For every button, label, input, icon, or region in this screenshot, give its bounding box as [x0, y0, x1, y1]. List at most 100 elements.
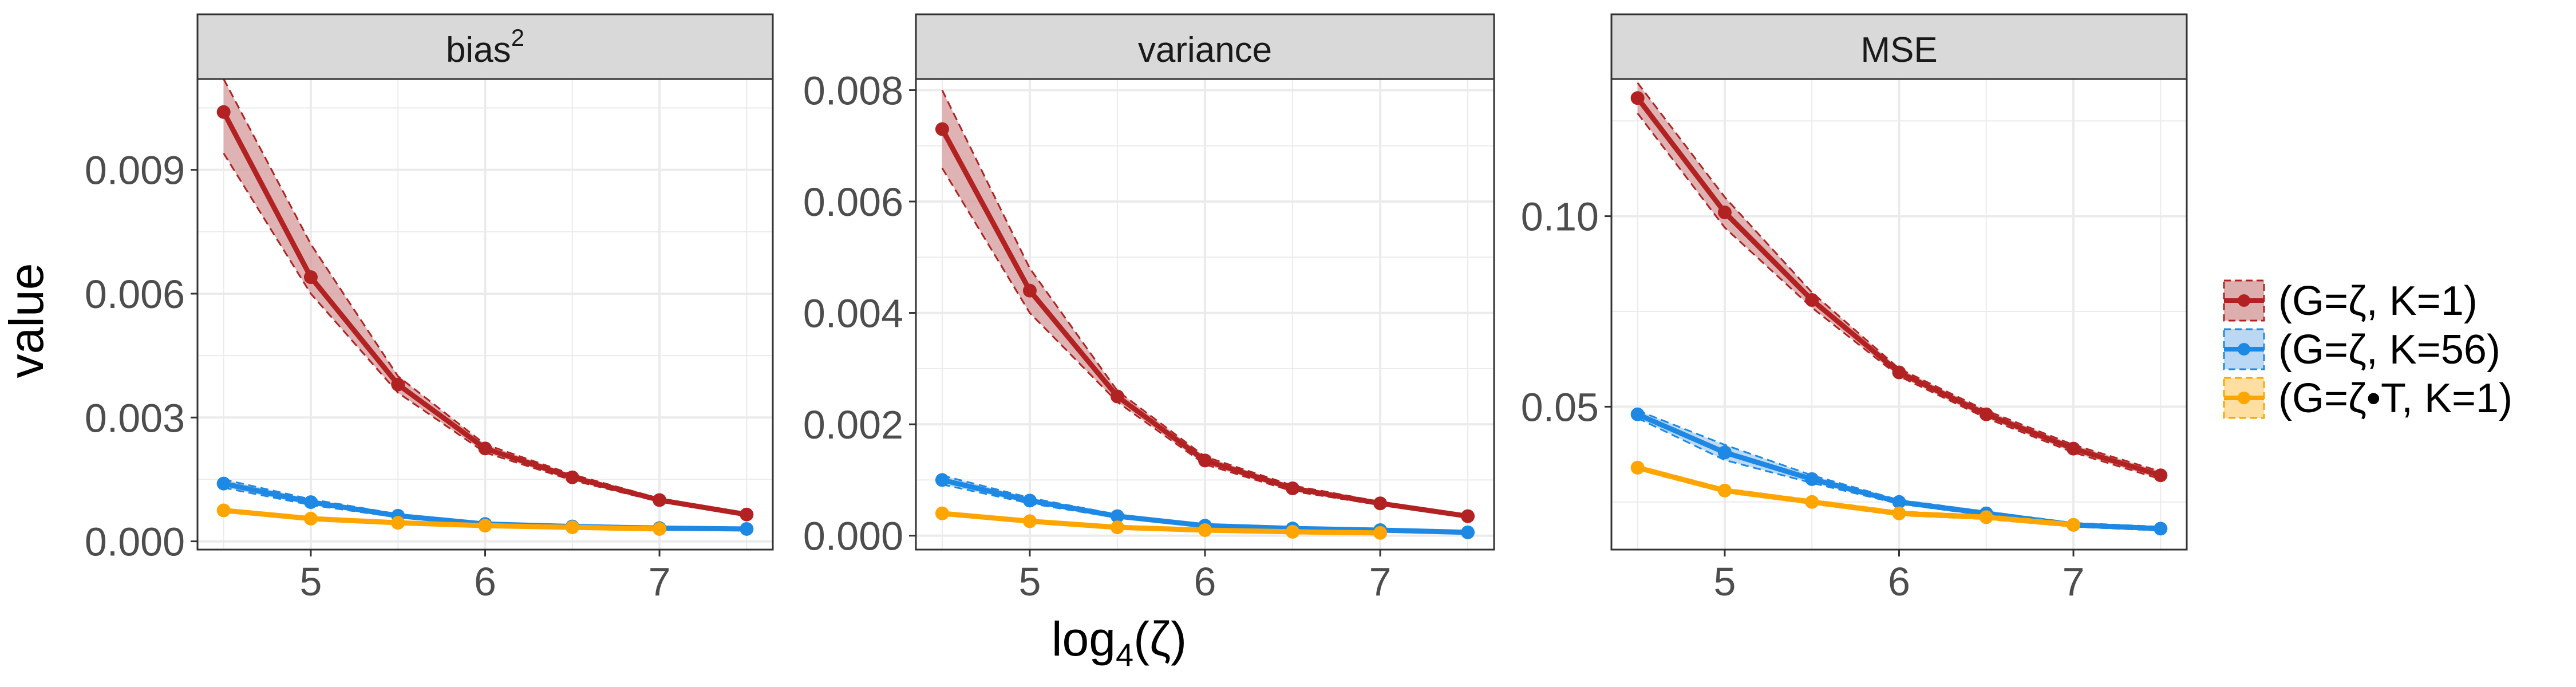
y-tick-label: 0.003 [85, 396, 185, 440]
series--g-k-1- [935, 89, 1475, 523]
series-line [1637, 465, 2074, 528]
data-point [478, 441, 492, 456]
data-point [216, 105, 231, 119]
ribbon-upper-edge [1637, 409, 2161, 528]
legend: (G=ζ, K=1)(G=ζ, K=56)(G=ζ•T, K=1) [2223, 278, 2512, 421]
data-point [1717, 445, 1732, 460]
y-tick-label: 0.004 [803, 291, 903, 336]
data-point [1110, 509, 1124, 523]
data-point [1892, 495, 1906, 509]
facet-title-mse: MSE [1860, 30, 1937, 70]
data-point [216, 476, 231, 491]
x-tick-label: 6 [1888, 559, 1910, 604]
series--g-t-k-1- [1630, 460, 2081, 532]
x-tick-label: 6 [474, 559, 496, 604]
x-tick-label: 7 [2063, 559, 2085, 604]
x-axis-label: log4(ζ) [1052, 612, 1187, 673]
facet-title-text: bias [446, 30, 511, 70]
y-tick-label: 0.000 [85, 520, 185, 564]
legend-label: (G=ζ, K=56) [2278, 327, 2500, 373]
facet-strip-bias [196, 13, 774, 80]
data-point [1717, 483, 1732, 498]
data-point [740, 522, 754, 536]
y-tick-label: 0.008 [803, 68, 903, 113]
data-point [2154, 522, 2168, 536]
series--g-k-1- [1630, 82, 2168, 483]
data-point [1979, 407, 1993, 421]
facet-strip-mse [1610, 13, 2188, 80]
data-point [391, 377, 405, 392]
panel-variance: variance 0.000 0.002 0.004 0.006 0.008 5 6 7 [803, 13, 1495, 604]
data-point [1110, 520, 1124, 535]
data-point [2067, 441, 2081, 456]
x-axis-label-subscript: 4 [1116, 637, 1133, 673]
ribbon-upper-edge [1637, 82, 2161, 472]
data-point [1286, 524, 1300, 539]
data-point [1805, 472, 1819, 486]
y-tick-label: 0.009 [85, 148, 185, 193]
facet-title-superscript: 2 [511, 24, 524, 51]
legend-label: (G=ζ•T, K=1) [2278, 376, 2512, 421]
data-point [565, 520, 579, 535]
x-axis-label-argument: (ζ) [1133, 612, 1187, 666]
data-point [1461, 509, 1475, 523]
data-point [935, 473, 949, 487]
y-tick-label: 0.05 [1521, 385, 1599, 429]
series-line [223, 508, 660, 532]
confidence-ribbon [942, 90, 1468, 518]
data-point [565, 470, 579, 484]
x-tick-label: 7 [1369, 559, 1392, 604]
data-point [1198, 523, 1212, 537]
data-point [303, 511, 318, 526]
x-axis-label-base: log [1052, 612, 1116, 666]
y-tick-label: 0.002 [803, 402, 903, 447]
data-point [1630, 460, 1645, 475]
legend-key-point [2238, 294, 2250, 307]
panel-bias: bias2 0.000 0.003 0.006 0.009 5 6 7 [85, 13, 774, 604]
data-point [935, 506, 949, 520]
y-axis-label: value [0, 263, 53, 378]
series--g-k-1- [216, 78, 754, 522]
facet-title-bias: bias2 [446, 24, 524, 70]
y-tick-label: 0.10 [1521, 195, 1599, 239]
x-tick-label: 5 [299, 559, 322, 604]
facet-title-variance: variance [1138, 30, 1272, 70]
data-point [1110, 389, 1124, 404]
y-tick-label: 0.000 [803, 514, 903, 559]
data-point [740, 507, 754, 522]
x-tick-label: 5 [1713, 559, 1736, 604]
legend-key-point [2238, 392, 2250, 404]
data-point [1630, 91, 1645, 105]
facet-title-text: MSE [1860, 30, 1937, 70]
series--g-t-k-1- [216, 503, 667, 536]
data-point [935, 122, 949, 136]
legend-key-point [2238, 343, 2250, 356]
legend-item: (G=ζ, K=56) [2223, 327, 2500, 373]
data-point [2154, 468, 2168, 483]
legend-item: (G=ζ•T, K=1) [2223, 376, 2512, 421]
major-gridlines-variance [916, 79, 1494, 550]
data-point [1805, 495, 1819, 509]
major-gridlines-bias [197, 79, 773, 550]
data-point [2067, 518, 2081, 532]
data-point [1022, 283, 1037, 298]
x-tick-label: 5 [1018, 559, 1041, 604]
series--g-t-k-1- [935, 506, 1388, 540]
data-point [1630, 407, 1645, 421]
data-point [1022, 514, 1037, 528]
data-point [653, 493, 667, 507]
panel-mse: MSE 0.05 0.10 5 6 7 [1521, 13, 2188, 604]
data-point [1022, 493, 1037, 508]
data-point [1373, 496, 1388, 511]
data-point [1892, 506, 1906, 520]
facet-title-text: variance [1138, 30, 1272, 70]
major-gridlines-mse [1611, 79, 2187, 550]
legend-label: (G=ζ, K=1) [2278, 278, 2478, 324]
data-point [303, 495, 318, 510]
data-point [478, 519, 492, 533]
data-point [1805, 293, 1819, 307]
series-line [942, 511, 1381, 536]
data-point [1286, 481, 1300, 495]
data-point [216, 503, 231, 518]
